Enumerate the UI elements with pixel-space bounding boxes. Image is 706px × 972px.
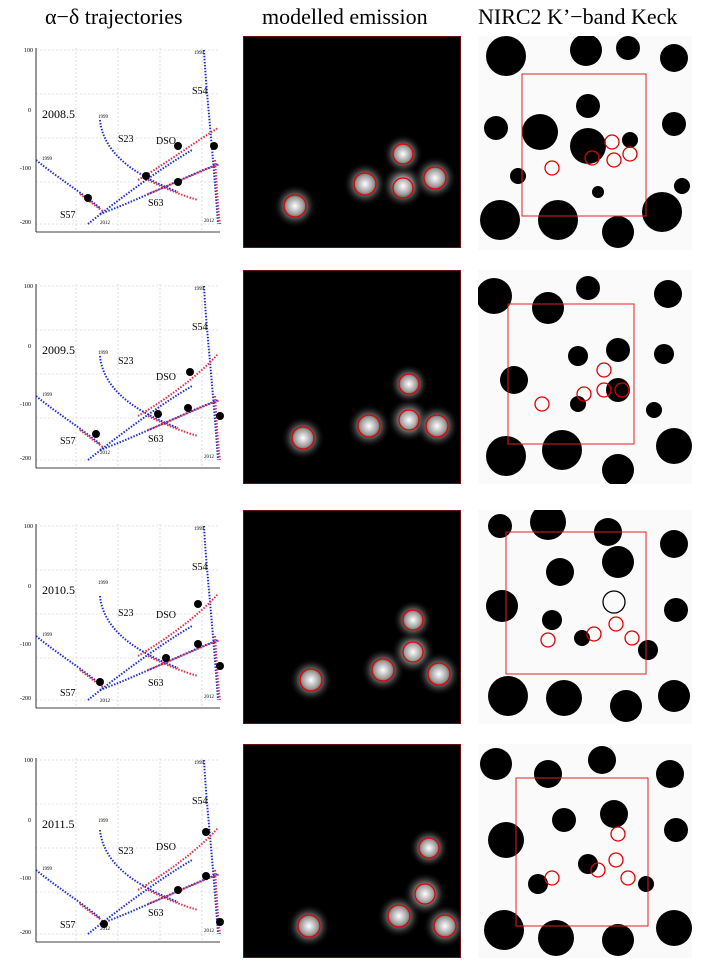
svg-text:S57: S57	[60, 920, 76, 931]
svg-text:1999: 1999	[42, 157, 53, 162]
svg-text:2012: 2012	[100, 927, 111, 932]
svg-text:0: 0	[28, 108, 31, 114]
svg-text:S23: S23	[118, 134, 134, 145]
svg-text:2012: 2012	[204, 455, 215, 460]
svg-text:1999: 1999	[194, 51, 205, 56]
svg-text:-200: -200	[20, 220, 31, 226]
svg-text:S23: S23	[118, 608, 134, 619]
svg-text:S57: S57	[60, 436, 76, 447]
svg-text:2012: 2012	[100, 699, 111, 704]
svg-text:S63: S63	[148, 678, 164, 689]
svg-text:S54: S54	[192, 86, 208, 97]
svg-text:DSO: DSO	[156, 372, 176, 383]
svg-text:1999: 1999	[194, 287, 205, 292]
svg-text:100: 100	[24, 758, 33, 764]
svg-text:-100: -100	[20, 402, 31, 408]
svg-text:1999: 1999	[98, 115, 109, 120]
svg-text:DSO: DSO	[156, 610, 176, 621]
svg-text:S63: S63	[148, 434, 164, 445]
keck-panel	[478, 744, 692, 963]
svg-text:-100: -100	[20, 876, 31, 882]
keck-panel	[476, 270, 692, 489]
svg-text:2012: 2012	[204, 695, 215, 700]
keck-header: NIRC2 K’−band Keck	[478, 4, 678, 29]
svg-text:2012: 2012	[204, 219, 215, 224]
svg-text:2011.5: 2011.5	[42, 817, 75, 831]
svg-text:2009.5: 2009.5	[42, 343, 75, 357]
svg-text:100: 100	[24, 48, 33, 54]
svg-text:1999: 1999	[194, 761, 205, 766]
svg-text:100: 100	[24, 524, 33, 530]
svg-text:DSO: DSO	[156, 842, 176, 853]
trajectory-panel: 100 0 -100 -200 400 300 200 100 S54 S23 …	[8, 750, 228, 952]
svg-text:1999: 1999	[42, 393, 53, 398]
svg-text:S54: S54	[192, 562, 208, 573]
svg-text:S63: S63	[148, 908, 164, 919]
svg-text:1999: 1999	[98, 581, 109, 586]
emission-panel	[242, 743, 467, 963]
svg-text:S57: S57	[60, 688, 76, 699]
svg-text:-100: -100	[20, 166, 31, 172]
svg-text:S23: S23	[118, 846, 134, 857]
trajectory-panel: 100 0 -100 -200 400 300 200 100 S54 S23 …	[8, 516, 228, 718]
keck-panel	[478, 504, 692, 729]
keck-panel	[478, 34, 692, 255]
trajectory-panel: 100 0 -100 -200 400 300 200 100 S54	[8, 40, 228, 242]
svg-text:0: 0	[28, 584, 31, 590]
svg-text:2008.5: 2008.5	[42, 107, 75, 121]
trajectories-header: α−δ trajectories	[45, 4, 183, 29]
grid	[35, 48, 220, 232]
emission-panel	[242, 509, 462, 729]
svg-text:S54: S54	[192, 796, 208, 807]
svg-text:-200: -200	[20, 930, 31, 936]
svg-text:S63: S63	[148, 198, 164, 209]
svg-text:100: 100	[24, 284, 33, 290]
modelled-emission-header: modelled emission	[262, 4, 428, 29]
svg-text:1999: 1999	[194, 527, 205, 532]
svg-text:S23: S23	[118, 356, 134, 367]
svg-text:0: 0	[28, 344, 31, 350]
svg-text:1999: 1999	[42, 633, 53, 638]
svg-text:1999: 1999	[98, 819, 109, 824]
svg-text:0: 0	[28, 818, 31, 824]
emission-panel	[242, 35, 462, 253]
svg-text:-200: -200	[20, 696, 31, 702]
svg-text:1999: 1999	[42, 867, 53, 872]
svg-text:2012: 2012	[100, 221, 111, 226]
trajectory-panel: 100 0 -100 -200 400 300 200 100 S54 S23 …	[8, 276, 228, 478]
svg-text:2012: 2012	[100, 451, 111, 456]
svg-text:2012: 2012	[204, 929, 215, 934]
svg-text:-100: -100	[20, 642, 31, 648]
svg-text:S57: S57	[60, 210, 76, 221]
svg-text:-200: -200	[20, 456, 31, 462]
svg-text:2010.5: 2010.5	[42, 583, 75, 597]
svg-text:1999: 1999	[98, 351, 109, 356]
emission-panel	[242, 269, 462, 489]
svg-text:DSO: DSO	[156, 136, 176, 147]
svg-text:S54: S54	[192, 322, 208, 333]
